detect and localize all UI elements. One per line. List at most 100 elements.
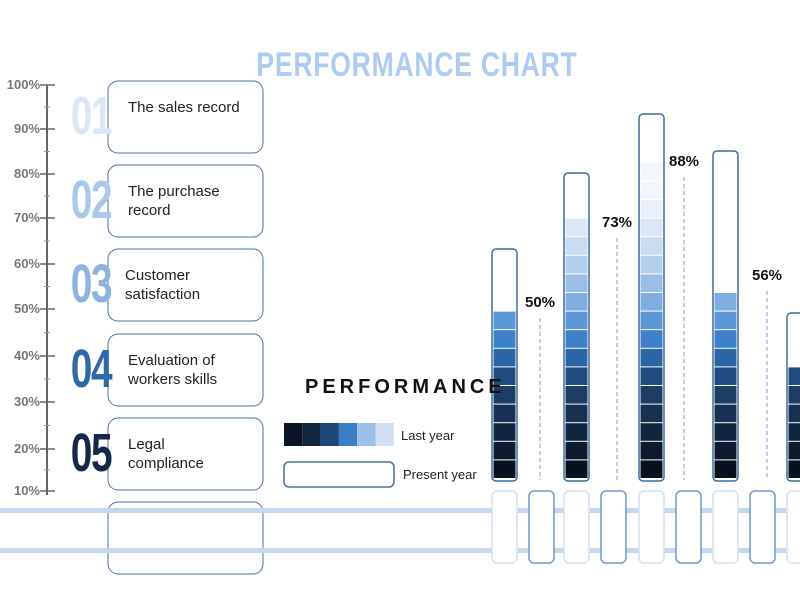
legend-present-year: Present year [403, 467, 477, 482]
bar-segment [640, 162, 663, 181]
card [107, 248, 264, 322]
base-capsule [749, 490, 776, 564]
bar-segment [788, 404, 800, 423]
bar-segment [565, 311, 588, 330]
bar-segment [714, 293, 737, 311]
bar-segment [493, 441, 516, 460]
item-label: Evaluation of workers skills [128, 352, 218, 388]
card [107, 333, 264, 407]
axis-label: 40% [13, 348, 40, 363]
bar-segment [640, 200, 663, 218]
bar-segment [714, 311, 737, 330]
axis-label: 30% [13, 394, 40, 409]
bar-segment [493, 311, 516, 330]
bar-segment [640, 255, 663, 274]
title: PERFORMANCE CHART [256, 46, 578, 84]
base-capsule [491, 490, 518, 564]
base-capsule [600, 490, 627, 564]
legend-outline [283, 461, 395, 488]
bar-segment [640, 311, 663, 330]
bar-segment [565, 348, 588, 367]
base-capsule [786, 490, 800, 564]
bar-segment [640, 367, 663, 385]
bar-segment [640, 237, 663, 255]
bar-segment [714, 386, 737, 404]
item-label: Customer satisfaction [125, 267, 201, 303]
bar-segment [565, 386, 588, 404]
bar-segment [788, 441, 800, 460]
band [0, 548, 800, 553]
legend-swatch [302, 423, 321, 446]
item-number: 03 [70, 254, 113, 314]
legend-swatch [375, 423, 394, 446]
bar-segment [565, 237, 588, 255]
axis-label: 70% [13, 210, 40, 225]
bar-segment [640, 330, 663, 348]
bar-segment [714, 441, 737, 460]
bar-segment [714, 460, 737, 478]
card [107, 80, 264, 154]
legend-swatch [284, 423, 303, 446]
axis-label: 10% [13, 483, 40, 498]
bar-segment [640, 218, 663, 237]
legend-last-year: Last year [401, 428, 455, 443]
bar-segment [565, 274, 588, 292]
bar-segment [640, 181, 663, 199]
bar-segment [565, 404, 588, 423]
bar-segment [714, 404, 737, 423]
bar-segment [714, 423, 737, 441]
axis-label: 90% [13, 121, 40, 136]
bar-segment [714, 367, 737, 385]
base-capsule [712, 490, 739, 564]
bar-segment [493, 423, 516, 441]
bar-segment [640, 348, 663, 367]
bar-segment [493, 348, 516, 367]
value-label: 50% [524, 294, 556, 311]
band [0, 508, 800, 513]
bar-segment [565, 460, 588, 478]
bar-segment [493, 460, 516, 478]
bar-segment [788, 460, 800, 478]
bar-segment [493, 404, 516, 423]
base-capsule [675, 490, 702, 564]
bar-segment [640, 404, 663, 423]
bar-segment [640, 293, 663, 311]
base-capsule [638, 490, 665, 564]
item-number: 05 [70, 423, 113, 483]
bar-segment [788, 386, 800, 404]
bar-segment [565, 255, 588, 274]
axis-label: 60% [13, 256, 40, 271]
bar-segment [565, 330, 588, 348]
axis-label: 50% [13, 301, 40, 316]
legend-swatch [320, 423, 339, 446]
bar-segment [565, 423, 588, 441]
card [107, 164, 264, 238]
bar-segment [493, 386, 516, 404]
bar-segment [565, 218, 588, 237]
item-number: 02 [70, 170, 113, 230]
bar-segment [565, 441, 588, 460]
item-label: The purchase record [128, 183, 220, 219]
bar-segment [714, 330, 737, 348]
item-number: 04 [70, 339, 113, 399]
axis-label: 100% [6, 77, 40, 92]
value-label: 56% [751, 267, 783, 284]
bar-segment [640, 441, 663, 460]
axis-label: 20% [13, 441, 40, 456]
legend-swatch [338, 423, 358, 446]
legend-title: PERFORMANCE [305, 376, 506, 398]
value-label: 73% [601, 214, 633, 231]
base-capsule [563, 490, 590, 564]
bar-segment [493, 367, 516, 385]
value-label: 88% [668, 153, 700, 170]
card [107, 417, 264, 491]
bar-segment [788, 423, 800, 441]
bar-segment [788, 367, 800, 385]
bar-segment [640, 386, 663, 404]
item-label: Legal compliance [128, 436, 204, 472]
base-capsule [528, 490, 555, 564]
item-number: 01 [70, 86, 113, 146]
bar-segment [565, 367, 588, 385]
